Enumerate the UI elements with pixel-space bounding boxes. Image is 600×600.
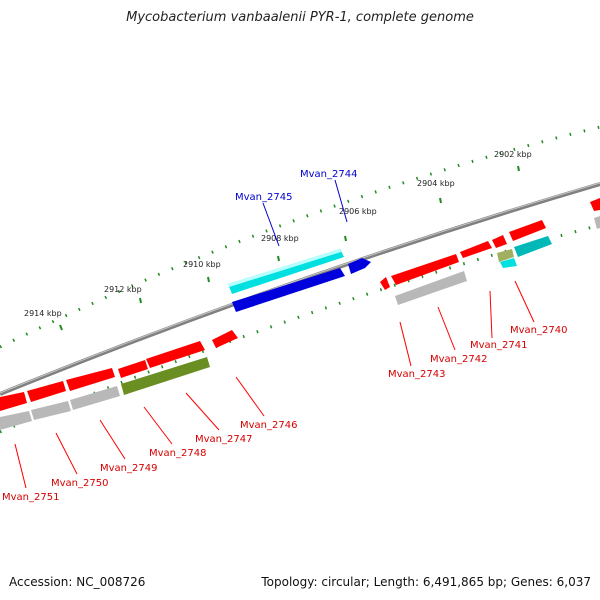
gene-label-mvan-2751[interactable]: Mvan_2751	[2, 492, 59, 503]
scale-label: 2902 kbp	[494, 150, 532, 159]
gene-label-mvan-2745[interactable]: Mvan_2745	[235, 192, 292, 203]
gene-arrow-mvan-2751[interactable]	[0, 392, 27, 411]
genome-backbone	[0, 182, 600, 396]
gene-arrow-mvan-2750[interactable]	[27, 381, 66, 402]
gene-arrow-olive-small[interactable]	[497, 249, 514, 262]
gene-arrow-mvan-2742-b[interactable]	[460, 241, 492, 258]
gene-arrow-mvan-2743[interactable]	[380, 277, 390, 290]
gene-gray-right[interactable]	[395, 271, 467, 305]
gene-arrow-right-edge[interactable]	[590, 198, 600, 211]
gene-label-mvan-2748[interactable]: Mvan_2748	[149, 448, 206, 459]
gene-arrow-cyan-right[interactable]	[514, 236, 552, 257]
gene-gray-left-2[interactable]	[31, 401, 71, 420]
gene-label-mvan-2746[interactable]: Mvan_2746	[240, 420, 297, 431]
accession-text: Accession: NC_008726	[9, 575, 146, 589]
scale-label: 2904 kbp	[417, 179, 455, 188]
gene-label-mvan-2747[interactable]: Mvan_2747	[195, 434, 252, 445]
gene-arrow-mvan-2745-shade	[228, 249, 341, 287]
gene-arrow-mvan-2747[interactable]	[146, 341, 205, 368]
outer-major-ticks	[59, 165, 520, 331]
gene-gray-edge[interactable]	[594, 216, 600, 229]
gene-arrow-mvan-2745[interactable]	[228, 249, 344, 294]
gene-arrow-mvan-2749[interactable]	[66, 368, 115, 391]
gene-olive[interactable]	[121, 357, 210, 395]
gene-arrow-mvan-2742[interactable]	[391, 254, 459, 285]
gene-arrow-mvan-2741[interactable]	[492, 235, 507, 248]
gene-arrow-mvan-2748[interactable]	[118, 360, 148, 378]
scale-label: 2910 kbp	[183, 260, 221, 269]
genome-summary-text: Topology: circular; Length: 6,491,865 bp…	[261, 575, 591, 589]
label-leaders-blue	[262, 179, 348, 247]
scale-label: 2908 kbp	[261, 234, 299, 243]
gene-arrow-cyan-small[interactable]	[500, 258, 517, 268]
gene-label-mvan-2742[interactable]: Mvan_2742	[430, 354, 487, 365]
gene-label-mvan-2744[interactable]: Mvan_2744	[300, 169, 357, 180]
gene-label-mvan-2750[interactable]: Mvan_2750	[51, 478, 108, 489]
outer-scale-track	[0, 125, 600, 349]
gene-label-mvan-2749[interactable]: Mvan_2749	[100, 463, 157, 474]
gene-arrow-mvan-2744-tip[interactable]	[348, 258, 371, 274]
gene-gray-left-1[interactable]	[70, 386, 120, 410]
gene-label-mvan-2743[interactable]: Mvan_2743	[388, 369, 445, 380]
label-leaders	[14, 280, 535, 489]
map-title: Mycobacterium vanbaalenii PYR-1, complet…	[126, 10, 474, 25]
gene-gray-left-3[interactable]	[0, 411, 32, 430]
gene-arrow-mvan-2744[interactable]	[232, 268, 345, 312]
scale-label: 2914 kbp	[24, 309, 62, 318]
scale-label: 2912 kbp	[104, 285, 142, 294]
gene-arrow-mvan-2740[interactable]	[509, 220, 546, 241]
gene-arrow-mvan-2746[interactable]	[212, 330, 238, 348]
genome-backbone-highlight	[0, 182, 600, 394]
gene-label-mvan-2741[interactable]: Mvan_2741	[470, 340, 527, 351]
scale-label: 2906 kbp	[339, 207, 377, 216]
gene-label-mvan-2740[interactable]: Mvan_2740	[510, 325, 567, 336]
